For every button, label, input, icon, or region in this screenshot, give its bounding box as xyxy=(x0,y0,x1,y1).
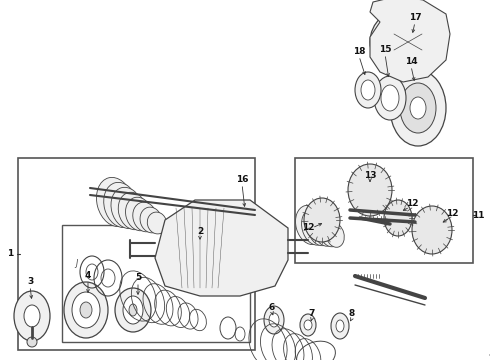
Ellipse shape xyxy=(300,314,316,336)
Text: 13: 13 xyxy=(364,171,376,180)
Ellipse shape xyxy=(423,55,433,66)
Ellipse shape xyxy=(348,164,392,216)
Ellipse shape xyxy=(64,282,108,338)
Ellipse shape xyxy=(400,83,436,133)
Ellipse shape xyxy=(208,236,232,260)
Ellipse shape xyxy=(140,207,162,233)
Ellipse shape xyxy=(118,192,148,230)
Ellipse shape xyxy=(361,80,375,100)
Ellipse shape xyxy=(72,292,100,328)
Ellipse shape xyxy=(385,208,401,228)
Text: 8: 8 xyxy=(349,310,355,319)
Text: 18: 18 xyxy=(353,48,365,57)
Text: 4: 4 xyxy=(85,271,91,280)
Ellipse shape xyxy=(308,212,332,246)
Text: 6: 6 xyxy=(269,303,275,312)
Ellipse shape xyxy=(331,313,349,339)
Ellipse shape xyxy=(301,209,328,245)
Text: 3: 3 xyxy=(27,278,33,287)
Text: 2: 2 xyxy=(197,228,203,237)
Ellipse shape xyxy=(383,19,393,28)
Ellipse shape xyxy=(384,200,412,236)
Ellipse shape xyxy=(123,296,143,324)
Ellipse shape xyxy=(410,97,426,119)
Text: 11: 11 xyxy=(472,211,484,220)
Ellipse shape xyxy=(412,206,452,254)
Ellipse shape xyxy=(304,198,340,242)
Ellipse shape xyxy=(80,302,92,318)
Text: 1: 1 xyxy=(7,249,13,258)
Ellipse shape xyxy=(336,320,344,332)
Ellipse shape xyxy=(125,197,152,231)
Ellipse shape xyxy=(381,85,399,111)
Ellipse shape xyxy=(383,55,393,66)
Ellipse shape xyxy=(319,219,341,247)
Text: 15: 15 xyxy=(379,45,391,54)
Ellipse shape xyxy=(14,291,50,341)
Ellipse shape xyxy=(27,337,37,347)
Ellipse shape xyxy=(147,212,167,234)
Bar xyxy=(18,158,255,350)
Text: 12: 12 xyxy=(446,210,458,219)
Ellipse shape xyxy=(295,205,324,245)
Polygon shape xyxy=(155,200,288,296)
Text: J: J xyxy=(75,259,77,268)
Text: 14: 14 xyxy=(405,58,417,67)
Ellipse shape xyxy=(269,313,279,327)
Ellipse shape xyxy=(390,70,446,146)
Ellipse shape xyxy=(304,320,312,330)
Ellipse shape xyxy=(370,7,446,77)
Text: 12: 12 xyxy=(302,224,314,233)
Ellipse shape xyxy=(24,305,40,327)
Text: 7: 7 xyxy=(309,310,315,319)
Bar xyxy=(295,158,473,263)
Ellipse shape xyxy=(129,304,137,316)
Text: 12: 12 xyxy=(406,199,418,208)
Text: 17: 17 xyxy=(409,13,421,22)
Ellipse shape xyxy=(314,216,336,246)
Ellipse shape xyxy=(111,187,143,229)
Ellipse shape xyxy=(400,210,412,226)
Ellipse shape xyxy=(374,76,406,120)
Ellipse shape xyxy=(198,226,242,270)
Ellipse shape xyxy=(133,202,157,232)
Ellipse shape xyxy=(97,177,134,226)
Ellipse shape xyxy=(392,27,424,57)
Ellipse shape xyxy=(326,223,344,247)
Ellipse shape xyxy=(400,34,416,50)
Ellipse shape xyxy=(115,288,151,332)
Bar xyxy=(62,225,250,342)
Text: 16: 16 xyxy=(236,175,248,184)
Ellipse shape xyxy=(104,183,138,228)
Ellipse shape xyxy=(355,72,381,108)
Ellipse shape xyxy=(423,19,433,28)
Ellipse shape xyxy=(264,306,284,334)
Polygon shape xyxy=(370,0,450,82)
Text: 5: 5 xyxy=(135,274,141,283)
